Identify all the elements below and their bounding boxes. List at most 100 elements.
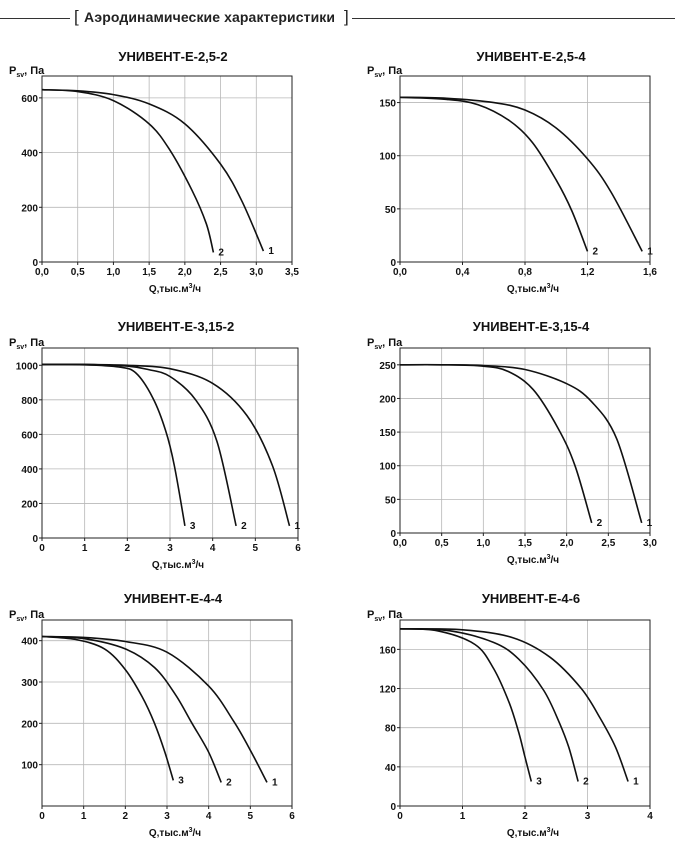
y-tick-label: 400	[21, 149, 38, 160]
x-axis-label-sup: 3	[547, 827, 551, 834]
x-axis-label-unit: /ч	[551, 284, 560, 295]
y-axis-label: Psv, Па	[9, 65, 45, 79]
x-axis-label-sup: 3	[192, 559, 196, 566]
y-tick-label: 1000	[16, 361, 39, 372]
x-tick-label: 2,0	[560, 538, 574, 549]
header-bracket-left: [	[74, 7, 79, 26]
y-tick-label: 200	[21, 499, 38, 510]
x-tick-label: 0	[397, 811, 403, 822]
y-tick-label: 100	[379, 152, 396, 163]
curve-label-2: 2	[593, 246, 599, 257]
x-axis-label-sup: 3	[547, 554, 551, 561]
curve-label-2: 2	[218, 247, 224, 258]
y-axis-label-unit: , Па	[24, 337, 45, 349]
x-tick-label: 0,4	[456, 267, 470, 278]
section-title: Аэродинамические характеристики	[84, 9, 336, 25]
x-tick-label: 1,6	[643, 267, 657, 278]
curve-1	[399, 628, 629, 782]
chart-title: УНИВЕНТ-Е-2,5-4	[476, 49, 586, 64]
curve-2	[399, 628, 579, 782]
y-axis-label-main: P	[9, 609, 16, 621]
y-axis-label-sub: sv	[16, 72, 24, 79]
curve-label-1: 1	[633, 777, 639, 788]
x-tick-label: 1,0	[476, 538, 490, 549]
x-tick-label: 6	[295, 543, 301, 554]
x-tick-label: 2	[125, 543, 131, 554]
y-tick-label: 300	[21, 678, 38, 689]
curve-3	[41, 635, 175, 781]
chart-2: УНИВЕНТ-Е-2,5-4 0,0 0,4 0,8 1,2 1,6 0 50 100 150 P…	[367, 49, 657, 295]
header-rule-left	[0, 18, 70, 19]
header-bracket-right: ]	[344, 7, 349, 26]
x-axis-label-main: Q,тыс.м	[149, 284, 189, 295]
x-axis-label-unit: /ч	[551, 555, 560, 566]
header-rule-right	[352, 18, 675, 19]
x-axis-label-unit: /ч	[196, 560, 205, 571]
y-tick-label: 200	[21, 203, 38, 214]
x-tick-label: 3	[167, 543, 173, 554]
curve-1	[399, 96, 643, 252]
y-tick-label: 200	[379, 394, 396, 405]
x-tick-label: 1,5	[518, 538, 532, 549]
y-tick-label: 400	[21, 637, 38, 648]
x-axis-label-main: Q,тыс.м	[152, 560, 192, 571]
y-tick-label: 160	[379, 645, 396, 656]
curve-label-1: 1	[272, 777, 278, 788]
x-tick-label: 0,8	[518, 267, 532, 278]
x-tick-label: 0,0	[393, 538, 407, 549]
x-tick-label: 1,0	[106, 267, 120, 278]
y-tick-label: 800	[21, 396, 38, 407]
y-axis-label: Psv, Па	[9, 609, 45, 623]
x-tick-label: 6	[289, 811, 295, 822]
y-axis-label: Psv, Па	[367, 609, 403, 623]
x-tick-label: 1	[460, 811, 466, 822]
x-tick-label: 3	[585, 811, 591, 822]
y-tick-label: 50	[385, 495, 397, 506]
x-tick-label: 0	[39, 811, 45, 822]
y-axis-label: Psv, Па	[367, 65, 403, 79]
chart-4: УНИВЕНТ-Е-3,15-4 0,0 0,5 1,0 1,5 2,0 2,5 3,0 0 50…	[367, 319, 657, 566]
curve-2	[41, 88, 215, 253]
x-axis-label-main: Q,тыс.м	[507, 828, 547, 839]
x-axis-label: Q,тыс.м3/ч	[152, 559, 204, 571]
y-tick-label: 200	[21, 719, 38, 730]
x-axis-label: Q,тыс.м3/ч	[149, 283, 201, 295]
x-axis-label: Q,тыс.м3/ч	[507, 283, 559, 295]
y-axis-label-unit: , Па	[24, 65, 45, 77]
curve-3	[399, 628, 533, 782]
curve-label-2: 2	[226, 777, 232, 788]
y-axis-label-main: P	[367, 609, 374, 621]
curve-2	[41, 363, 237, 527]
x-tick-label: 0,5	[435, 538, 449, 549]
y-tick-label: 40	[385, 763, 397, 774]
y-tick-label: 100	[379, 462, 396, 473]
y-tick-label: 0	[32, 534, 38, 545]
curve-label-3: 3	[178, 775, 184, 786]
x-axis-label: Q,тыс.м3/ч	[507, 554, 559, 566]
curve-label-1: 1	[647, 246, 653, 257]
x-tick-label: 3,0	[249, 267, 263, 278]
x-tick-label: 1	[81, 811, 87, 822]
chart-title: УНИВЕНТ-Е-4-6	[482, 591, 580, 606]
y-tick-label: 150	[379, 428, 396, 439]
curve-label-2: 2	[597, 518, 603, 529]
x-tick-label: 4	[206, 811, 212, 822]
plot-frame	[41, 75, 293, 263]
y-tick-label: 400	[21, 465, 38, 476]
x-tick-label: 2,0	[178, 267, 192, 278]
x-tick-label: 2,5	[214, 267, 228, 278]
y-axis-label: Psv, Па	[9, 337, 45, 351]
chart-title: УНИВЕНТ-Е-3,15-4	[473, 319, 590, 334]
curve-label-3: 3	[190, 521, 196, 532]
x-axis-label-sup: 3	[547, 283, 551, 290]
chart-3: УНИВЕНТ-Е-3,15-2 0 1 2 3 4 5 6 0 200 400 600 800 1000…	[9, 319, 301, 571]
x-axis-label-main: Q,тыс.м	[507, 555, 547, 566]
y-tick-label: 600	[21, 94, 38, 105]
curve-1	[41, 363, 291, 527]
y-tick-label: 600	[21, 430, 38, 441]
y-axis-label-sub: sv	[374, 72, 382, 79]
chart-5: УНИВЕНТ-Е-4-4 0 1 2 3 4 5 6 100 200 300 400 Psv, Па Q…	[9, 591, 295, 839]
y-tick-label: 0	[390, 529, 396, 540]
